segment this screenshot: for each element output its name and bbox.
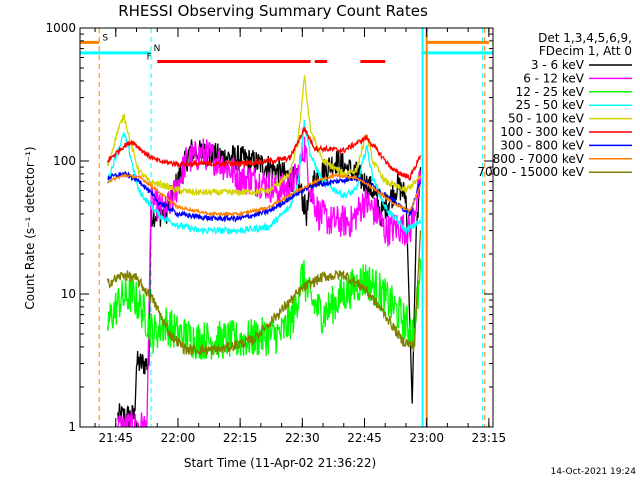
y-tick-label: 1 bbox=[68, 420, 76, 434]
series-line bbox=[107, 170, 422, 224]
x-axis-label: Start Time (11-Apr-02 21:36:22) bbox=[184, 456, 376, 470]
plot-frame bbox=[79, 27, 494, 428]
legend-entry: 50 - 100 keV bbox=[508, 112, 585, 126]
x-tick-label: 23:00 bbox=[409, 431, 444, 445]
x-tick-label: 21:45 bbox=[98, 431, 133, 445]
legend: Det 1,3,4,5,6,9, FDecim 1, Att 0 3 - 6 k… bbox=[477, 31, 632, 179]
y-axis: 1 10 100 1000 bbox=[45, 21, 493, 434]
y-tick-label: 100 bbox=[53, 154, 76, 168]
series-line bbox=[117, 136, 422, 428]
legend-entry: 800 - 7000 keV bbox=[493, 152, 585, 166]
legend-header-2: FDecim 1, Att 0 bbox=[539, 44, 632, 58]
series-line bbox=[106, 126, 422, 181]
x-axis: 21:45 22:00 22:15 22:30 22:45 23:00 23:15 bbox=[94, 28, 507, 445]
legend-header-1: Det 1,3,4,5,6,9, bbox=[538, 31, 632, 45]
series-line bbox=[106, 258, 422, 360]
y-tick-label: 1000 bbox=[45, 21, 76, 35]
legend-entry: 6 - 12 keV bbox=[523, 71, 585, 85]
legend-entry: 100 - 300 keV bbox=[500, 125, 584, 139]
y-axis-label: Count Rate (s⁻¹ detector⁻¹) bbox=[23, 146, 37, 309]
timestamp: 14-Oct-2021 19:24 bbox=[551, 467, 637, 477]
vertical-markers bbox=[98, 28, 486, 427]
flag-label: F bbox=[147, 52, 152, 62]
series-line bbox=[106, 75, 422, 197]
flag-label: S bbox=[102, 33, 108, 43]
legend-entry: 25 - 50 keV bbox=[516, 98, 585, 112]
flag-label: N bbox=[154, 44, 161, 54]
flag-bars: S NF bbox=[80, 33, 493, 63]
legend-entry: 300 - 800 keV bbox=[500, 138, 584, 152]
chart-title: RHESSI Observing Summary Count Rates bbox=[118, 2, 428, 20]
x-tick-label: 22:30 bbox=[285, 431, 320, 445]
legend-entry: 7000 - 15000 keV bbox=[477, 165, 584, 179]
x-tick-label: 23:15 bbox=[472, 431, 507, 445]
x-tick-label: 22:15 bbox=[223, 431, 258, 445]
series-line bbox=[106, 230, 422, 357]
x-tick-label: 22:00 bbox=[161, 431, 196, 445]
series-line bbox=[106, 120, 422, 236]
x-tick-label: 22:45 bbox=[347, 431, 382, 445]
series-line bbox=[107, 172, 421, 218]
y-tick-label: 10 bbox=[61, 287, 76, 301]
legend-entry: 12 - 25 keV bbox=[516, 85, 585, 99]
legend-entry: 3 - 6 keV bbox=[531, 58, 585, 72]
series-lines bbox=[106, 75, 422, 428]
